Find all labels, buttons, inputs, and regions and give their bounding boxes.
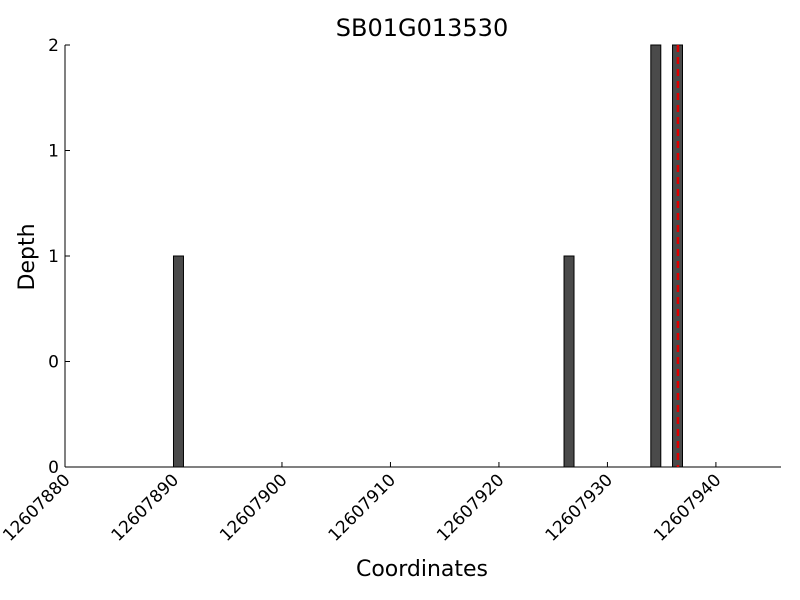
x-tick-label: 12607890 <box>108 470 183 545</box>
y-tick-label: 2 <box>48 36 59 56</box>
y-tick-label: 0 <box>48 458 59 478</box>
x-tick-label: 12607940 <box>650 470 725 545</box>
bar <box>172 255 184 468</box>
x-tick-label: 12607920 <box>433 470 508 545</box>
x-tick-label: 12607900 <box>216 470 291 545</box>
y-tick-label: 1 <box>48 247 59 267</box>
x-tick-label: 12607930 <box>542 470 617 545</box>
bar <box>650 44 662 468</box>
y-axis-label: Depth <box>15 223 40 290</box>
bar <box>563 255 575 468</box>
x-tick-label: 12607910 <box>325 470 400 545</box>
x-tick-label: 12607880 <box>0 470 75 545</box>
x-axis-label: Coordinates <box>356 557 488 582</box>
y-tick-label: 0 <box>48 353 59 373</box>
y-tick-label: 1 <box>48 142 59 162</box>
chart-title: SB01G013530 <box>336 14 508 42</box>
